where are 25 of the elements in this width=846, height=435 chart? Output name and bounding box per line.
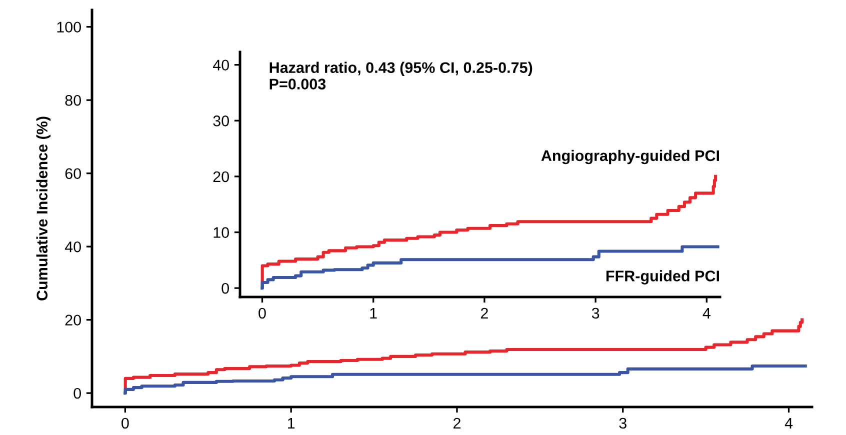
y-tick-label: 30 (213, 116, 229, 126)
y-tick-label: 40 (212, 60, 229, 71)
y-tick-label: 20 (65, 314, 81, 326)
annotation: Hazard ratio, 0.43 (95% CI, 0.25-0.75) P=0.003 (270, 62, 532, 90)
y-tick-label: 0 (74, 388, 81, 399)
y-axis-title: Cumulative Incidence (%) (36, 116, 51, 300)
x-tick-label: 2 (480, 308, 488, 318)
y-tick-label: 10 (214, 227, 229, 238)
x-tick-label: 0 (122, 418, 129, 429)
y-tick-label: 0 (222, 282, 229, 294)
y-tick-label: 20 (213, 171, 229, 182)
series-label: Angiography-guided PCI (541, 150, 719, 164)
x-tick-label: 1 (288, 418, 295, 428)
y-tick-label: 40 (64, 241, 81, 252)
y-tick-label: 80 (65, 94, 81, 106)
x-tick-label: 4 (702, 308, 710, 318)
x-tick-label: 0 (258, 308, 266, 319)
y-tick-label: 60 (65, 168, 81, 180)
x-tick-label: 1 (370, 308, 377, 318)
x-tick-label: 3 (619, 418, 626, 429)
x-tick-label: 3 (592, 308, 600, 319)
series-label: FFR-guided PCI (606, 270, 719, 284)
x-tick-label: 2 (454, 418, 460, 428)
y-tick-label: 100 (57, 22, 81, 33)
x-tick-label: 4 (784, 418, 793, 428)
